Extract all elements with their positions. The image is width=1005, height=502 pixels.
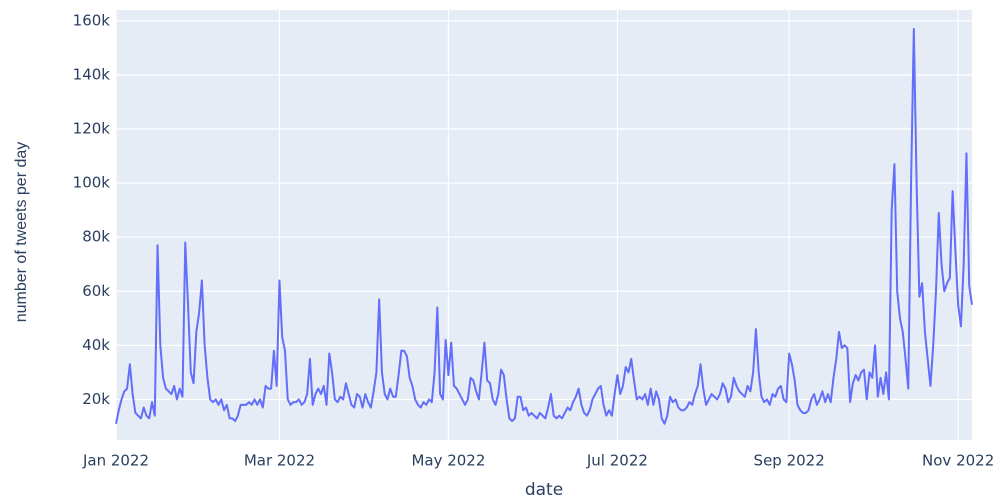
x-tick-label: May 2022	[411, 452, 485, 470]
y-tick-label: 40k	[82, 336, 110, 354]
y-axis-title: number of tweets per day	[13, 142, 30, 323]
y-tick-label: 80k	[82, 228, 110, 246]
data-line	[115, 27, 973, 425]
y-tick-label: 60k	[82, 282, 110, 300]
x-tick-label: Jan 2022	[82, 452, 149, 470]
y-tick-label: 140k	[73, 65, 111, 83]
y-tick-label: 120k	[73, 119, 111, 137]
x-tick-label: Mar 2022	[244, 452, 315, 470]
y-tick-label: 100k	[73, 174, 111, 192]
x-tick-label: Jul 2022	[586, 452, 648, 470]
x-tick-label: Sep 2022	[754, 452, 825, 470]
x-axis-title: date	[525, 480, 563, 500]
x-tick-label: Nov 2022	[922, 452, 994, 470]
y-tick-label: 160k	[73, 11, 111, 29]
plot-area	[116, 10, 972, 440]
y-tick-label: 20k	[82, 390, 110, 408]
